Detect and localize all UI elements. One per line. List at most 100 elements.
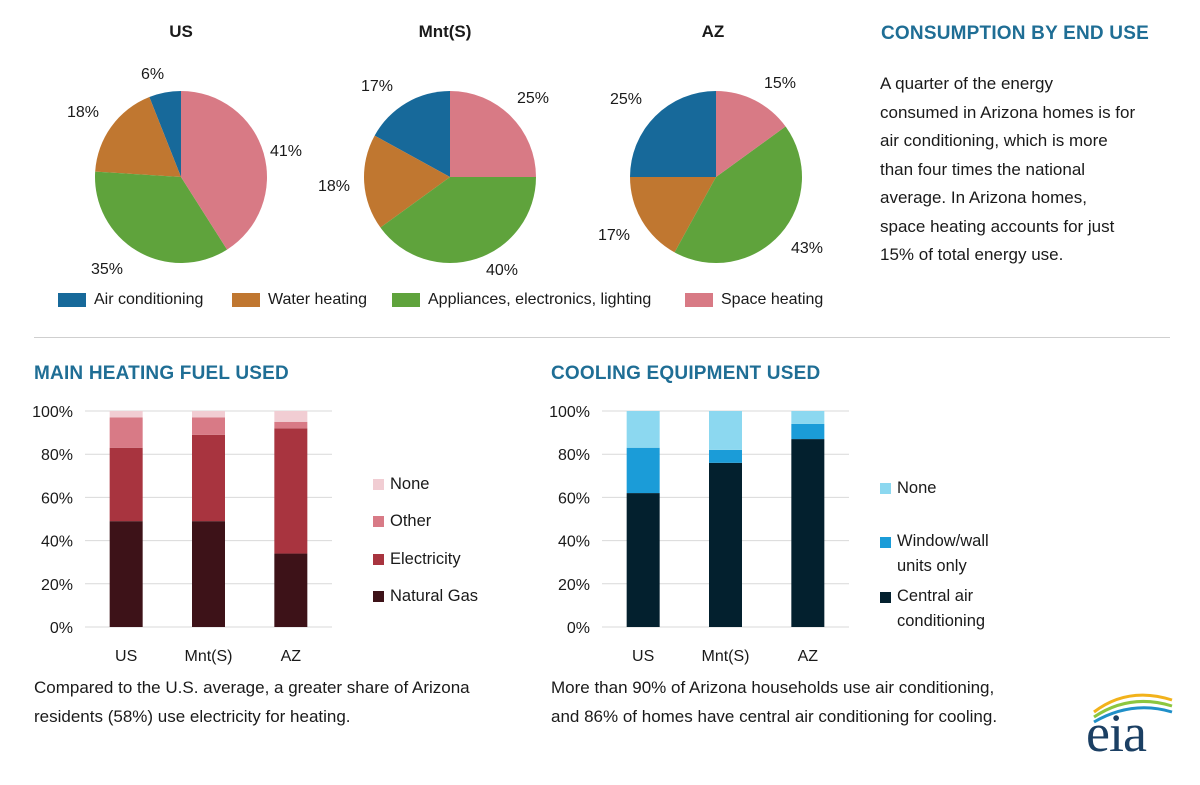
pie-mnt-label-ac: 17%	[361, 78, 394, 95]
heating-category-label: Mnt(S)	[185, 648, 233, 665]
pie-az-slice-air-conditioning	[630, 91, 716, 177]
cooling-category-label: US	[632, 648, 654, 665]
heating-bar-mnts-electricity	[192, 434, 225, 522]
consumption-line: than four times the national	[880, 159, 1086, 179]
consumption-line: average. In Arizona homes,	[880, 188, 1087, 207]
pie-mnt-label-app: 40%	[486, 262, 519, 279]
pie-az-label-wh: 17%	[598, 227, 631, 244]
pie-title-us: US	[169, 22, 193, 41]
heating-legend-swatch-electricity	[373, 554, 384, 565]
cooling-bar-us-window-wall-units-only	[626, 447, 660, 494]
pie-us-slice-air-conditioning	[149, 91, 181, 177]
pie-us-label-ac: 6%	[141, 66, 165, 83]
cooling-bar-az-none	[791, 411, 825, 424]
heating-category-label: US	[115, 648, 137, 665]
heating-bar-mnts-none	[192, 411, 225, 418]
cooling-bar-mnts-window-wall-units-only	[709, 449, 742, 463]
heating-legend-other: Other	[373, 512, 431, 531]
cooling-category-label: Mnt(S)	[702, 648, 750, 665]
section-divider	[34, 337, 1170, 338]
cooling-ytick-label: 0%	[567, 620, 590, 637]
cooling-ytick-label: 80%	[558, 447, 590, 464]
pie-mnt-label-wh: 18%	[318, 178, 351, 195]
cooling-caption-line: and 86% of homes have central air condit…	[551, 706, 998, 726]
heating-legend: None Other Electricity Natural Gas	[373, 475, 523, 615]
pie-legend: Air conditioning Water heating Appliance…	[58, 291, 848, 313]
pie-az-slice-water-heating	[630, 177, 716, 253]
legend-label-sh: Space heating	[721, 291, 824, 308]
pie-mnt-slice-appliances	[380, 177, 536, 263]
heating-caption: Compared to the U.S. average, a greater …	[34, 674, 534, 731]
cooling-heading: COOLING EQUIPMENT USED	[551, 363, 821, 384]
pie-az-label-sh: 15%	[764, 75, 797, 92]
cooling-bar-us-central-air-conditioning	[626, 493, 660, 627]
consumption-line: air conditioning, which is more	[880, 131, 1108, 150]
pie-us-slice-space-heating	[181, 91, 267, 250]
cooling-legend: None Window/wall units only Central air …	[880, 479, 1040, 639]
heating-legend-label-other: Other	[390, 512, 432, 530]
heating-legend-swatch-other	[373, 516, 384, 527]
pie-az-slice-appliances	[674, 126, 802, 263]
pie-us-label-app: 35%	[91, 261, 124, 278]
pie-title-mnt: Mnt(S)	[418, 22, 472, 41]
legend-swatch-sh	[685, 293, 713, 307]
eia-logo: eia	[1080, 684, 1175, 763]
heating-bar-us-other	[109, 417, 143, 448]
cooling-bar-az-window-wall-units-only	[791, 423, 825, 440]
legend-swatch-ac	[58, 293, 86, 307]
legend-swatch-app	[392, 293, 420, 307]
heating-legend-label-electricity: Electricity	[390, 550, 461, 568]
cooling-bar-mnts-none	[709, 411, 742, 450]
cooling-legend-window-line1: Window/wall	[897, 532, 989, 550]
legend-item-space-heating: Space heating	[685, 291, 823, 309]
pie-title-az: AZ	[701, 22, 725, 41]
heating-bar-az-none	[274, 411, 308, 422]
consumption-heading: CONSUMPTION BY END USE	[881, 23, 1149, 44]
consumption-line: space heating accounts for just	[880, 216, 1115, 236]
heating-heading: MAIN HEATING FUEL USED	[34, 363, 289, 384]
pie-az	[630, 91, 802, 263]
cooling-legend-window: Window/wall units only	[880, 532, 989, 579]
heating-legend-swatch-gas	[373, 591, 384, 602]
legend-label-ac: Air conditioning	[94, 291, 204, 308]
heating-bar-az-other	[274, 421, 308, 429]
heating-ytick-label: 100%	[32, 404, 73, 421]
consumption-line: A quarter of the energy	[880, 74, 1053, 93]
cooling-legend-window-line2: units only	[897, 557, 967, 575]
cooling-caption-line: More than 90% of Arizona households use …	[551, 678, 995, 697]
heating-bar-az-electricity	[274, 428, 308, 554]
consumption-text: A quarter of the energy consumed in Ariz…	[880, 70, 1180, 270]
heating-caption-line: Compared to the U.S. average, a greater …	[34, 678, 470, 697]
heating-legend-label-gas: Natural Gas	[390, 587, 479, 605]
consumption-line: consumed in Arizona homes is for	[880, 102, 1136, 122]
legend-item-air-conditioning: Air conditioning	[58, 291, 203, 309]
cooling-category-label: AZ	[798, 648, 819, 665]
pie-us-slice-water-heating	[95, 97, 181, 177]
heating-legend-none: None	[373, 475, 429, 494]
heating-ytick-label: 80%	[41, 447, 73, 464]
cooling-ytick-label: 20%	[558, 577, 590, 594]
heating-legend-swatch-none	[373, 479, 384, 490]
pie-mnt-label-sh: 25%	[517, 90, 550, 107]
legend-item-appliances: Appliances, electronics, lighting	[392, 291, 651, 309]
pie-az-label-app: 43%	[791, 240, 824, 257]
pie-az-slice-space-heating	[716, 91, 786, 177]
cooling-legend-none: None	[880, 479, 936, 498]
heating-ytick-label: 0%	[50, 620, 73, 637]
cooling-ytick-label: 40%	[558, 534, 590, 551]
heating-bar-us-natural-gas	[109, 521, 143, 627]
heating-legend-label-none: None	[390, 475, 430, 493]
cooling-ytick-label: 100%	[549, 404, 590, 421]
pie-mnt-slice-space-heating	[450, 91, 536, 177]
heating-bar-mnts-natural-gas	[192, 521, 225, 627]
legend-label-app: Appliances, electronics, lighting	[428, 291, 652, 308]
cooling-legend-central: Central air conditioning	[880, 587, 985, 634]
cooling-legend-swatch-window	[880, 537, 891, 548]
legend-swatch-wh	[232, 293, 260, 307]
pie-us-slice-appliances	[95, 171, 228, 263]
cooling-legend-central-line2: conditioning	[897, 612, 986, 630]
legend-label-wh: Water heating	[268, 291, 368, 308]
cooling-legend-label-central: Central air conditioning	[897, 584, 985, 634]
pie-us-label-sh: 41%	[270, 143, 303, 160]
cooling-bar-az-central-air-conditioning	[791, 439, 825, 627]
